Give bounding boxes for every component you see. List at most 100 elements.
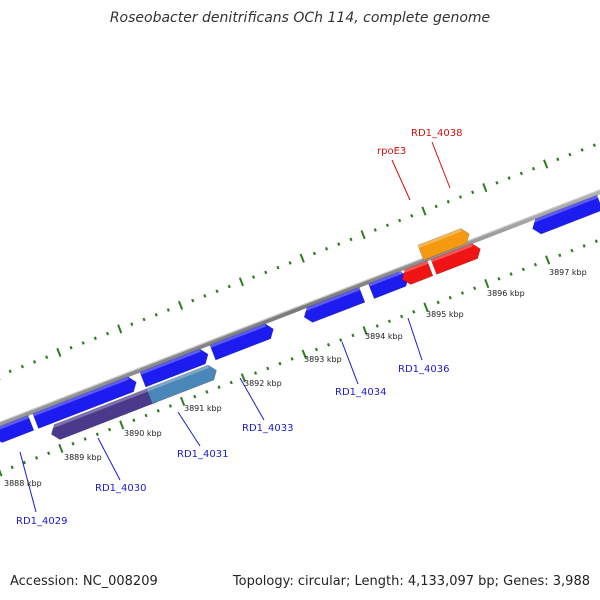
gene-label-rpoe3: rpoE3	[377, 146, 406, 157]
minor-tick	[193, 394, 197, 399]
scale-label: 3895 kbp	[426, 310, 464, 319]
major-tick	[482, 183, 488, 193]
leader-rd1-4038	[431, 141, 451, 189]
genome-summary-text: Topology: circular; Length: 4,133,097 bp…	[232, 574, 590, 589]
minor-tick	[582, 244, 586, 248]
gene-rpoe3	[401, 260, 434, 285]
minor-tick	[34, 456, 39, 460]
minor-tick	[166, 308, 170, 312]
minor-tick	[191, 298, 195, 303]
minor-tick	[349, 237, 353, 242]
minor-tick	[130, 322, 134, 327]
minor-tick	[32, 360, 37, 364]
minor-tick	[227, 284, 231, 289]
gene-rd1-4031-highlight	[139, 349, 201, 375]
leader-rd1-4034	[341, 341, 359, 385]
minor-tick	[205, 390, 209, 394]
minor-tick	[10, 465, 14, 470]
minor-tick	[69, 345, 73, 350]
minor-tick	[580, 148, 584, 152]
gene-rd1-4030	[32, 376, 137, 429]
minor-tick	[132, 418, 136, 423]
minor-tick	[278, 361, 282, 366]
minor-tick	[288, 261, 292, 265]
minor-tick	[434, 204, 438, 209]
minor-tick	[20, 364, 24, 369]
major-tick	[301, 349, 307, 359]
map-title: Roseobacter denitrificans OCh 114, compl…	[109, 10, 491, 26]
minor-tick	[375, 324, 379, 328]
minor-tick	[229, 380, 233, 385]
minor-tick	[47, 451, 51, 456]
minor-tick	[458, 195, 463, 199]
minor-tick	[521, 267, 525, 272]
gene-rd1-4031	[139, 348, 209, 388]
major-tick	[58, 443, 64, 453]
gene-label-rd1-4029: RD1_4029	[16, 516, 67, 527]
major-tick	[421, 206, 427, 216]
minor-tick	[71, 441, 75, 446]
minor-tick	[473, 286, 477, 291]
gene-label-rd1-4031: RD1_4031	[177, 449, 228, 460]
scale-label: 3897 kbp	[549, 268, 587, 277]
gene-rd1-4038	[430, 243, 481, 275]
major-tick	[543, 159, 549, 169]
minor-tick	[519, 171, 523, 176]
major-tick	[56, 347, 62, 357]
gene-rd1-4030-highlight	[32, 376, 129, 417]
minor-tick	[156, 408, 160, 413]
minor-tick	[448, 295, 452, 300]
label-leader-lines	[19, 141, 451, 513]
leader-rpoe3	[391, 159, 411, 201]
minor-tick	[22, 460, 26, 465]
minor-tick	[351, 333, 355, 338]
genome-backbone	[0, 189, 600, 427]
minor-tick	[570, 248, 574, 253]
major-tick	[0, 469, 3, 477]
minor-tick	[312, 251, 317, 256]
major-tick	[423, 302, 429, 312]
leader-rd1-4033	[239, 377, 265, 421]
scale-label: 3888 kbp	[4, 479, 42, 488]
major-tick	[362, 326, 368, 336]
major-tick	[545, 255, 551, 265]
minor-tick	[339, 338, 343, 342]
gene-rd1-4038b	[417, 228, 470, 261]
gene-rd1-4031b-highlight	[146, 365, 210, 392]
gene-label-rd1-4034: RD1_4034	[335, 387, 386, 398]
major-tick	[240, 373, 246, 383]
minor-tick	[509, 272, 513, 276]
minor-tick	[495, 181, 499, 185]
scale-labels: 3888 kbp 3889 kbp 3890 kbp 3891 kbp 3892…	[4, 268, 587, 488]
minor-tick	[373, 228, 377, 232]
minor-tick	[142, 317, 146, 322]
tick-track-outer	[0, 143, 596, 381]
scale-label: 3889 kbp	[64, 453, 102, 462]
leader-rd1-4030	[97, 437, 121, 481]
scale-label: 3893 kbp	[304, 355, 342, 364]
scale-label: 3894 kbp	[365, 332, 403, 341]
minor-tick	[592, 143, 596, 148]
major-tick	[238, 277, 244, 287]
scale-label: 3892 kbp	[244, 379, 282, 388]
minor-tick	[594, 239, 598, 244]
gene-label-rd1-4036: RD1_4036	[398, 364, 449, 375]
gene-rd1-4039-highlight	[529, 195, 598, 224]
minor-tick	[8, 369, 12, 374]
minor-tick	[168, 404, 172, 408]
gene-label-rd1-4030: RD1_4030	[95, 483, 146, 494]
minor-tick	[446, 199, 450, 204]
minor-tick	[215, 289, 219, 294]
major-tick	[177, 300, 184, 310]
gene-track	[0, 194, 600, 443]
major-tick	[299, 253, 305, 263]
gene-rd1-4034	[303, 286, 366, 323]
minor-tick	[412, 309, 416, 314]
major-tick	[179, 396, 186, 406]
minor-tick	[326, 342, 331, 347]
gene-rd1-4031b	[146, 364, 217, 405]
gene-rd1-4032	[209, 323, 274, 361]
minor-tick	[460, 291, 465, 295]
major-tick	[119, 420, 125, 430]
minor-tick	[105, 331, 110, 336]
